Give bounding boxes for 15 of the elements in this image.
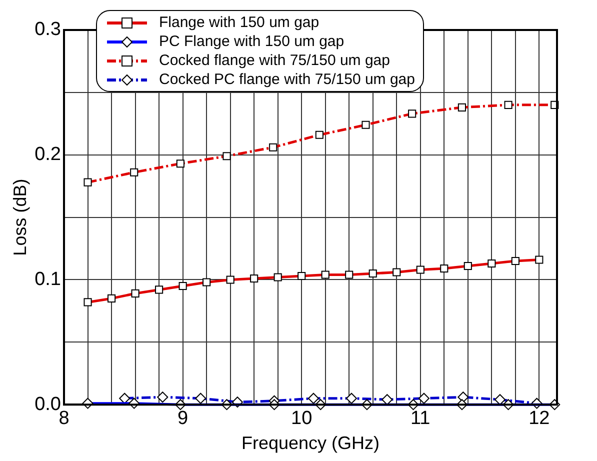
- x-tick-label: 10: [291, 408, 312, 430]
- legend-label: Flange with 150 um gap: [159, 13, 320, 32]
- legend-label: PC Flange with 150 um gap: [159, 32, 344, 51]
- y-tick-label: 0.0: [34, 394, 62, 415]
- y-tick-label: 0.2: [34, 144, 62, 166]
- x-tick-label: 9: [178, 408, 188, 430]
- y-tick-label: 0.3: [34, 19, 62, 40]
- legend-label: Cocked flange with 75/150 um gap: [159, 51, 390, 70]
- y-axis-title: Loss (dB): [10, 178, 30, 256]
- y-tick-label: 0.1: [34, 268, 62, 290]
- legend-label: Cocked PC flange with 75/150 um gap: [159, 70, 415, 89]
- x-axis-title: Frequency (GHz): [241, 433, 380, 454]
- x-tick-label: 12: [528, 408, 550, 430]
- x-tick-label: 8: [58, 408, 70, 430]
- x-tick-label: 11: [410, 408, 430, 430]
